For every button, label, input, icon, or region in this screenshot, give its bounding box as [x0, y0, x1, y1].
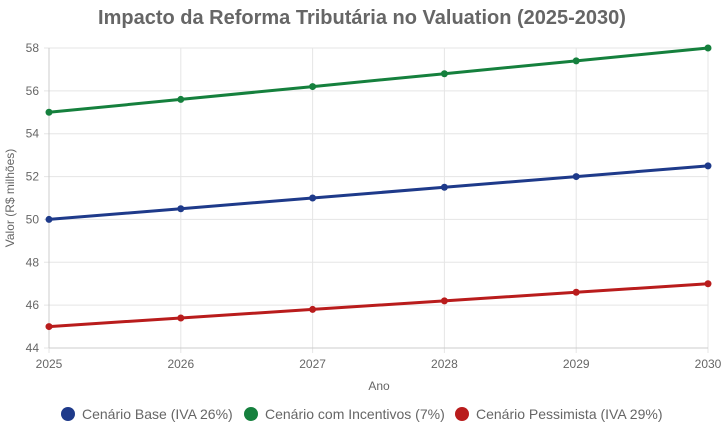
data-point[interactable] [177, 314, 185, 322]
series-line-0 [48, 164, 709, 221]
legend-item-2[interactable]: Cenário Pessimista (IVA 29%) [455, 406, 662, 422]
legend-label: Cenário Pessimista (IVA 29%) [476, 406, 662, 422]
data-point[interactable] [177, 95, 185, 103]
x-tick-label: 2025 [36, 357, 63, 371]
data-point[interactable] [572, 173, 580, 181]
data-point[interactable] [572, 288, 580, 296]
x-axis-label: Ano [368, 379, 390, 393]
y-tick-label: 54 [26, 127, 40, 141]
data-point[interactable] [440, 70, 448, 78]
y-tick-label: 46 [26, 298, 40, 312]
y-tick-label: 52 [26, 170, 40, 184]
data-point[interactable] [45, 108, 53, 116]
data-point[interactable] [572, 57, 580, 65]
data-point[interactable] [45, 323, 53, 331]
legend-item-0[interactable]: Cenário Base (IVA 26%) [61, 406, 233, 422]
data-point[interactable] [704, 162, 712, 170]
y-tick-label: 58 [26, 41, 40, 55]
x-tick-label: 2027 [299, 357, 326, 371]
data-point[interactable] [309, 194, 317, 202]
series-line-1 [48, 46, 709, 114]
legend-label: Cenário Base (IVA 26%) [82, 406, 233, 422]
legend-marker [61, 407, 75, 421]
data-point[interactable] [177, 205, 185, 213]
x-tick-label: 2030 [695, 357, 722, 371]
data-point[interactable] [309, 83, 317, 91]
data-point[interactable] [704, 280, 712, 288]
series-line-2 [48, 282, 709, 329]
legend-marker [244, 407, 258, 421]
legend-label: Cenário com Incentivos (7%) [265, 406, 445, 422]
data-point[interactable] [45, 215, 53, 223]
data-point[interactable] [309, 305, 317, 313]
y-tick-label: 56 [26, 84, 40, 98]
x-tick-label: 2029 [563, 357, 590, 371]
data-point[interactable] [440, 183, 448, 191]
y-axis-label: Valor (R$ milhões) [3, 149, 17, 247]
x-tick-label: 2026 [167, 357, 194, 371]
chart-title: Impacto da Reforma Tributária no Valuati… [98, 7, 626, 29]
data-point[interactable] [704, 44, 712, 52]
y-tick-label: 50 [26, 212, 40, 226]
y-tick-label: 48 [26, 255, 40, 269]
x-tick-label: 2028 [431, 357, 458, 371]
data-point[interactable] [440, 297, 448, 305]
legend-item-1[interactable]: Cenário com Incentivos (7%) [244, 406, 445, 422]
legend-marker [455, 407, 469, 421]
y-tick-label: 44 [26, 341, 40, 355]
